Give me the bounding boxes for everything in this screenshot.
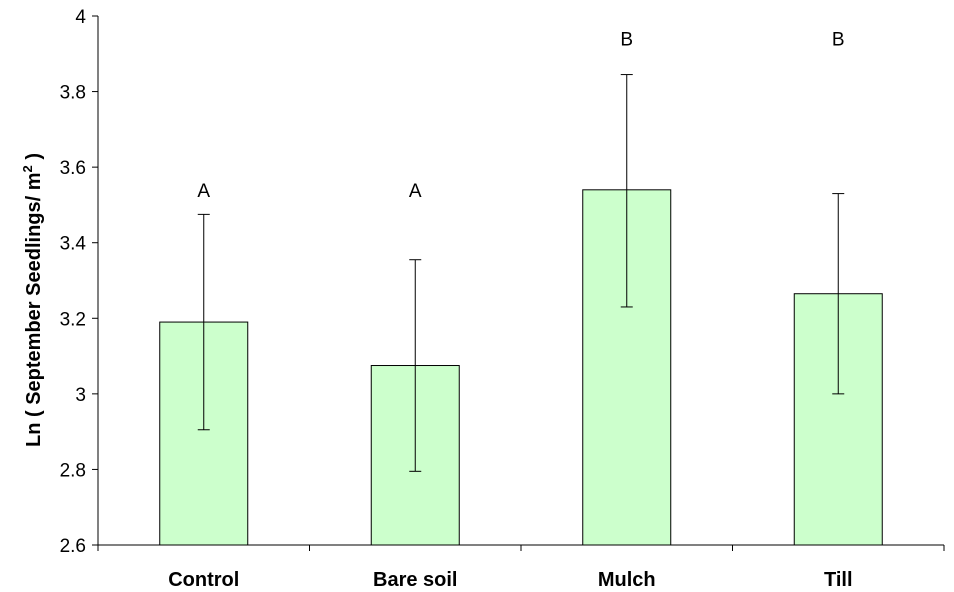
y-axis-title-superscript: 2 (20, 165, 35, 172)
significance-label-bare-soil: A (409, 181, 422, 202)
y-tick-label: 3.2 (60, 309, 86, 330)
x-tick-label-bare-soil: Bare soil (373, 569, 457, 591)
x-tick-label-control: Control (168, 569, 239, 591)
labels-layer: Control A Bare soil A Mulch B Till B 2.6 2.8 3 3.2 3… (60, 7, 853, 591)
significance-label-control: A (197, 181, 210, 202)
y-axis-title-main: Ln ( September Seedlings/ m (23, 172, 45, 447)
y-tick-label: 3.4 (60, 234, 87, 255)
bars-layer (159, 189, 883, 546)
y-tick-label: 2.6 (60, 536, 86, 557)
significance-label-mulch: B (620, 30, 633, 51)
y-tick-label: 3.8 (60, 83, 86, 104)
axes-layer (92, 15, 945, 551)
y-tick-label: 3.6 (60, 158, 86, 179)
y-axis-title: Ln ( September Seedlings/ m2 ) (20, 153, 45, 447)
y-tick-label: 3 (75, 385, 86, 406)
x-tick-label-till: Till (824, 569, 853, 591)
x-tick-label-mulch: Mulch (598, 569, 656, 591)
error-bars-layer (197, 74, 845, 472)
y-tick-label: 2.8 (60, 460, 86, 481)
y-axis-title-suffix: ) (23, 153, 45, 165)
significance-label-till: B (832, 30, 845, 51)
y-tick-label: 4 (75, 7, 86, 28)
